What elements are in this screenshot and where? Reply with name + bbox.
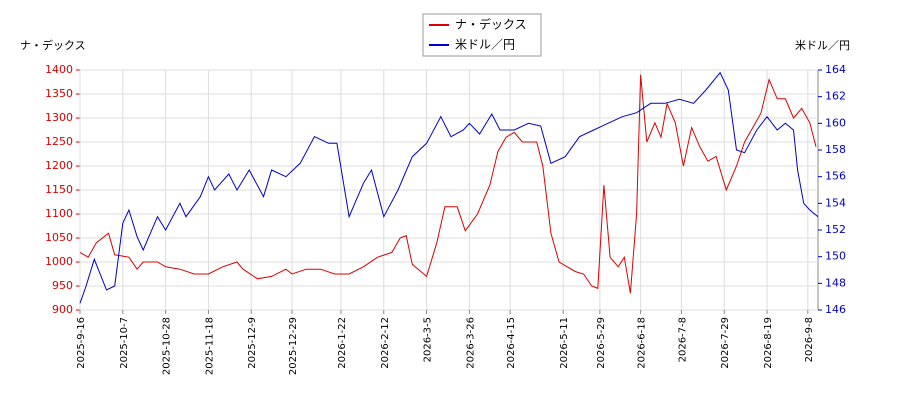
y2-tick-label: 154	[825, 196, 846, 209]
y-tick-label: 1100	[45, 207, 73, 220]
y2-tick-label: 152	[825, 223, 846, 236]
x-tick-label: 2026-6-18	[637, 317, 648, 369]
y2-tick-label: 146	[825, 303, 846, 316]
y2-tick-label: 148	[825, 276, 846, 289]
x-tick-label: 2026-7-29	[720, 317, 731, 369]
y2-axis-label: 米ドル／円	[795, 39, 850, 52]
x-tick-label: 2025-10-28	[162, 317, 173, 375]
legend-box	[422, 13, 542, 57]
x-tick-label: 2026-2-12	[380, 317, 391, 369]
legend-label: 米ドル／円	[455, 38, 515, 52]
y-tick-label: 1350	[45, 87, 73, 100]
y-tick-label: 1050	[45, 231, 73, 244]
y2-tick-label: 158	[825, 143, 846, 156]
x-tick-label: 2025-12-29	[288, 317, 299, 375]
x-tick-label: 2026-5-29	[596, 317, 607, 369]
x-tick-label: 2025-9-16	[76, 317, 87, 369]
y2-tick-label: 162	[825, 90, 846, 103]
y-tick-label: 1200	[45, 159, 73, 172]
y-tick-label: 1000	[45, 255, 73, 268]
series-line	[79, 74, 817, 294]
x-tick-label: 2026-5-11	[559, 317, 570, 369]
x-tick-label: 2025-10-7	[119, 317, 130, 369]
legend-label: ナ・デックス	[455, 17, 527, 32]
x-tick-label: 2026-4-15	[506, 317, 517, 369]
x-tick-label: 2026-7-8	[677, 317, 688, 362]
y2-tick-label: 160	[825, 116, 846, 129]
series-line	[79, 71, 819, 304]
y-tick-label: 1250	[45, 135, 73, 148]
y-axis-label: ナ・デックス	[20, 38, 86, 52]
x-tick-label: 2025-11-18	[204, 317, 215, 375]
y2-tick-label: 156	[825, 170, 846, 183]
x-tick-label: 2025-12-9	[247, 317, 258, 369]
y2-tick-label: 150	[825, 250, 846, 263]
x-tick-label: 2026-1-22	[337, 317, 348, 369]
y-tick-label: 950	[52, 279, 73, 292]
y-tick-label: 900	[52, 303, 73, 316]
y2-tick-label: 164	[825, 63, 846, 76]
y-tick-label: 1150	[45, 183, 73, 196]
x-tick-label: 2026-9-8	[804, 317, 815, 362]
y-tick-label: 1300	[45, 111, 73, 124]
y-tick-label: 1400	[45, 63, 73, 76]
x-tick-label: 2026-3-26	[465, 317, 476, 369]
x-tick-label: 2026-8-19	[763, 317, 774, 369]
x-tick-label: 2026-3-5	[423, 317, 434, 362]
